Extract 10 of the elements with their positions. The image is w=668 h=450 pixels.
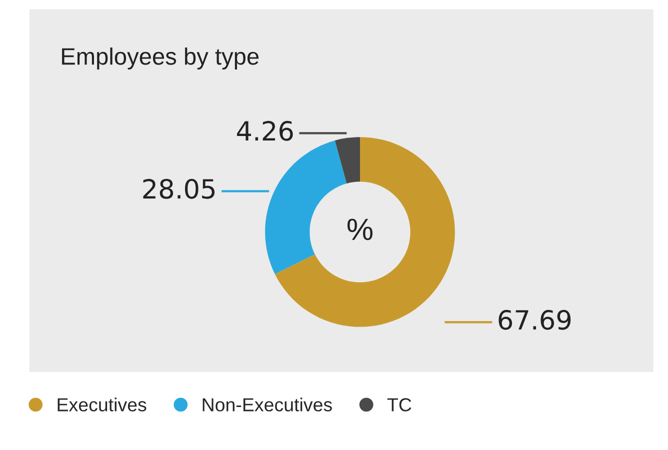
legend-label: TC <box>387 398 412 412</box>
chart-title: Employees by type <box>62 47 259 70</box>
legend-label: Non-Executives <box>202 398 332 412</box>
text: % <box>348 218 372 240</box>
donut-slice <box>265 140 347 274</box>
legend-label: Executives <box>58 398 146 412</box>
data-label: 67.69 <box>498 310 571 330</box>
donut-slice <box>334 137 360 184</box>
data-label: 4.26 <box>237 120 293 141</box>
data-label: 28.05 <box>143 178 215 199</box>
